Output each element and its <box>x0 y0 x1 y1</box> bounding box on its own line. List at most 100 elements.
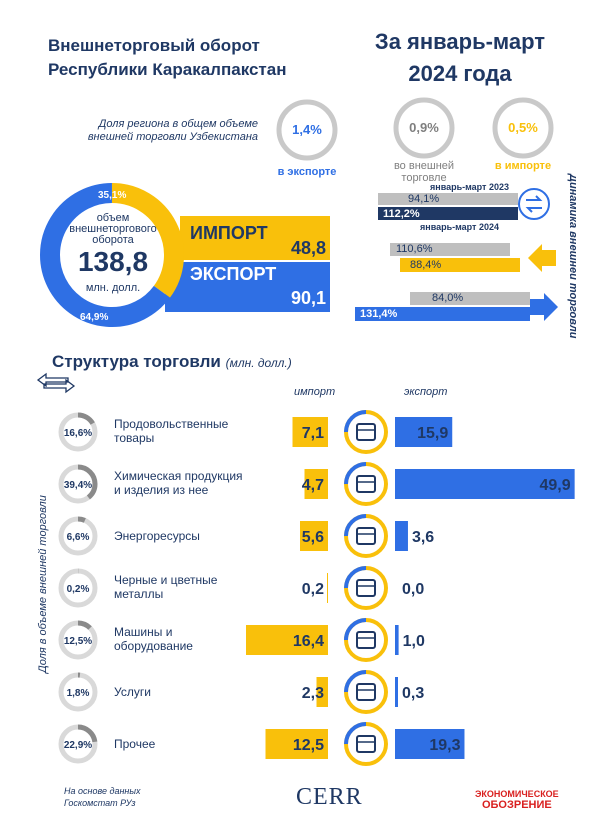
share-percent: 6,6% <box>67 532 90 543</box>
share-ring-fill <box>58 724 98 764</box>
category-label: Продовольственные <box>114 417 229 431</box>
import-share-ring <box>492 97 554 159</box>
trade-caption-line-2: торговле <box>401 172 447 184</box>
legend-2023: январь-март 2023 <box>430 182 509 192</box>
category-label-line-2: и изделия из нее <box>114 483 209 497</box>
import-2023-bar <box>390 243 510 256</box>
import-share-value: 0,5% <box>508 120 538 135</box>
category-label-line-2: товары <box>114 431 154 445</box>
cerr-logo: CERR <box>296 784 363 810</box>
exchange-arrows-icon <box>525 195 543 213</box>
export-share-caption: в экспорте <box>277 166 337 178</box>
trade-2023-bar <box>378 193 518 205</box>
share-percent: 0,2% <box>67 584 90 595</box>
export-total-label: ЭКСПОРТ <box>190 264 277 284</box>
export-arrow-icon <box>530 293 558 321</box>
import-2024-bar <box>400 258 520 272</box>
eo-logo: ЭКОНОМИЧЕСКОЕ ОБОЗРЕНИЕ <box>475 789 559 811</box>
dynamics-vertical-text: Динамика внешней торговли <box>567 173 576 339</box>
import-2024-value: 88,4% <box>410 259 442 271</box>
legend-2024: январь-март 2024 <box>420 222 499 232</box>
import-share-caption: в импорте <box>494 160 552 172</box>
turnover-donut <box>40 183 184 327</box>
import-bar <box>304 469 328 499</box>
tools-icon <box>344 670 388 714</box>
category-label: Услуги <box>114 685 151 699</box>
steel-beam-icon <box>344 566 388 610</box>
share-label-line-1: Доля региона в общем объеме <box>98 118 258 130</box>
period-line-1: За январь-март <box>374 29 546 54</box>
dynamics-vertical-label: Динамика внешней торговли <box>567 173 576 339</box>
donut-import-share: 35,1% <box>98 190 127 201</box>
turnover-total: 138,8 <box>77 246 149 277</box>
export-bar <box>395 729 465 759</box>
export-2023-bar <box>410 292 530 305</box>
import-value-label: 4,7 <box>302 477 324 494</box>
swap-arrows-icon <box>36 372 76 394</box>
donut-caption: объем внешнеторгового оборота <box>58 213 168 246</box>
export-total-bar <box>165 262 330 312</box>
source-note: На основе данных Госкомстат РУз <box>64 785 140 809</box>
export-value-label: 15,9 <box>417 425 448 442</box>
eo-logo-line-2: ОБОЗРЕНИЕ <box>481 799 552 811</box>
import-bar <box>316 677 328 707</box>
export-bar <box>395 677 398 707</box>
category-label: Черные и цветные <box>114 573 218 587</box>
import-bar <box>327 573 328 603</box>
category-label: Энергоресурсы <box>114 529 200 543</box>
structure-title-text: Структура торговли <box>52 352 221 371</box>
trade-caption-line-1: во внешней <box>393 160 455 172</box>
gears-icon <box>344 618 388 662</box>
import-total-label: ИМПОРТ <box>190 223 268 243</box>
share-ring-fill <box>58 412 98 452</box>
col-import-head: импорт <box>294 386 336 398</box>
share-ring-fill <box>58 672 98 712</box>
export-value-label: 1,0 <box>403 633 425 650</box>
import-2023-value: 110,6% <box>396 243 433 255</box>
source-line-1: На основе данных <box>64 786 141 796</box>
share-percent: 1,8% <box>67 688 90 699</box>
turnover-unit: млн. долл. <box>85 282 141 294</box>
title-line-1: Внешнеторговый оборот <box>48 36 260 55</box>
share-percent: 16,6% <box>64 428 92 439</box>
structure-side-text: Доля в объеме внешней торговли <box>37 495 49 675</box>
category-label-line-2: оборудование <box>114 639 193 653</box>
import-total-bar <box>180 216 330 260</box>
import-value-label: 0,2 <box>302 581 324 598</box>
trade-2024-bar <box>378 207 518 220</box>
export-value-label: 19,3 <box>429 737 460 754</box>
share-percent: 22,9% <box>64 740 92 751</box>
col-export-head: экспорт <box>404 386 448 398</box>
category-label: Прочее <box>114 737 156 751</box>
trade-share-ring <box>393 97 455 159</box>
structure-row: 1,8% Услуги 2,3 0,3 <box>58 670 424 714</box>
oil-barrel-icon <box>344 514 388 558</box>
category-label: Машины и <box>114 625 172 639</box>
donut-export-share: 64,9% <box>80 312 109 323</box>
export-2024-bar <box>355 307 530 321</box>
import-bar <box>265 729 328 759</box>
import-total-value: 48,8 <box>290 238 326 258</box>
category-label: Химическая продукция <box>114 469 243 483</box>
page-title: Внешнеторговый оборот Республики Каракал… <box>48 34 348 82</box>
export-value-label: 0,0 <box>402 581 424 598</box>
export-bar <box>395 417 453 447</box>
share-percent: 12,5% <box>64 636 92 647</box>
trade-share-caption: во внешней торговле <box>384 160 464 184</box>
trade-2023-value: 94,1% <box>408 193 440 205</box>
structure-row: 22,9% Прочее 12,5 19,3 <box>58 722 465 766</box>
share-ring-fill <box>58 620 98 660</box>
export-value-label: 49,9 <box>539 477 570 494</box>
export-2023-value: 84,0% <box>432 292 464 304</box>
title-line-2: Республики Каракалпакстан <box>48 60 287 79</box>
trade-circle-icon <box>518 188 550 220</box>
trade-2024-value: 112,2% <box>383 208 420 220</box>
import-value-label: 7,1 <box>302 425 324 442</box>
export-bar <box>395 625 399 655</box>
